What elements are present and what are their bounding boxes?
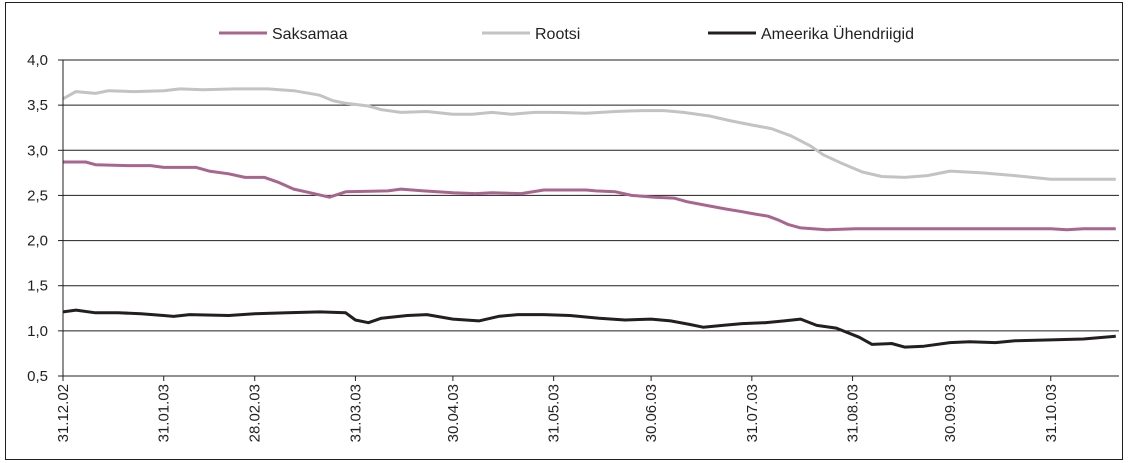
x-tick-label: 31.03.03 bbox=[347, 384, 364, 442]
y-tick-label: 3,5 bbox=[27, 97, 48, 114]
x-tick-label: 30.06.03 bbox=[643, 384, 660, 442]
series-lines bbox=[62, 87, 1116, 349]
x-tick-label: 31.10.03 bbox=[1043, 384, 1060, 442]
y-tick-label: 2,0 bbox=[27, 233, 48, 250]
x-tick-label: 31.12.02 bbox=[55, 384, 72, 442]
legend-label: Ameerika Ühendriigid bbox=[761, 25, 914, 43]
x-tick-label: 30.09.03 bbox=[942, 384, 959, 442]
x-tick-label: 31.07.03 bbox=[744, 384, 761, 442]
legend-label: Rootsi bbox=[535, 26, 580, 43]
series-line-0 bbox=[63, 160, 1116, 232]
x-tick-label: 31.01.03 bbox=[156, 384, 173, 442]
x-axis-tick-labels: 31.12.02 31.01.03 28.02.03 31.03.03 30.04.03… bbox=[55, 384, 1060, 442]
y-axis-tick-labels: 4,0 3,5 3,0 2,5 2,0 1,5 1,0 0,5 bbox=[27, 52, 48, 385]
series-line-2 bbox=[62, 308, 1116, 349]
y-tick-label: 0,5 bbox=[27, 368, 48, 385]
x-tick-label: 28.02.03 bbox=[247, 384, 264, 442]
series-line-1 bbox=[62, 87, 1116, 181]
legend-label: Saksamaa bbox=[272, 26, 348, 43]
y-tick-label: 4,0 bbox=[27, 52, 48, 69]
gridlines bbox=[63, 59, 1119, 332]
axes bbox=[58, 59, 1119, 381]
chart-legend: Saksamaa Rootsi Ameerika Ühendriigid bbox=[219, 25, 914, 43]
y-tick-label: 3,0 bbox=[27, 142, 48, 159]
y-tick-label: 1,0 bbox=[27, 323, 48, 340]
y-tick-label: 1,5 bbox=[27, 278, 48, 295]
chart-frame bbox=[5, 2, 1123, 460]
x-tick-label: 30.04.03 bbox=[445, 384, 462, 442]
x-tick-label: 31.05.03 bbox=[546, 384, 563, 442]
x-tick-label: 31.08.03 bbox=[845, 384, 862, 442]
y-tick-label: 2,5 bbox=[27, 187, 48, 204]
